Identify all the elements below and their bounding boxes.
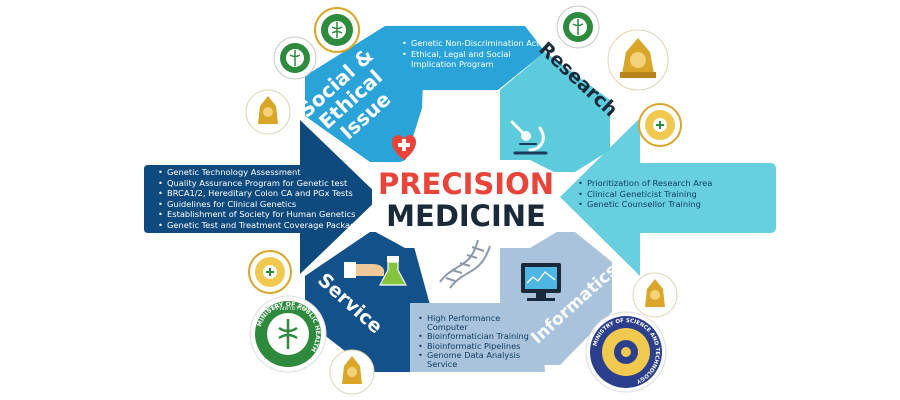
list-item: Genetic Technology Assessment [158,167,368,178]
list-item: Establishment of Society for Human Genet… [158,209,368,220]
list-item: BRCA1/2, Hereditary Colon CA and PGx Tes… [158,188,368,199]
service-list: Genetic Technology Assessment Quality As… [158,167,368,231]
ministry-public-health-logo: MINISTRY OF PUBLIC HEALTH กระทรวงสาธารณส… [249,295,327,373]
research-list: Prioritization of Research Area Clinical… [578,178,768,210]
informatics-list: High Performance Computer Bioinformatici… [418,313,538,369]
center-panel [372,160,560,248]
social-ethical-segment [305,26,425,162]
dna-icon [439,239,491,289]
list-item: Genetic Non-Discrimination Act [402,38,552,49]
microscope-icon [510,120,548,155]
center-title-medicine: MEDICINE [386,199,546,233]
list-item: Genome Data Analysis Service [418,350,538,369]
list-item: Genetic Counsellor Training [578,199,768,210]
list-item: Ethical, Legal and Social Implication Pr… [402,49,552,70]
computer-monitor-icon [521,263,561,301]
emblem-seal-icon [638,103,682,147]
list-item: High Performance Computer [418,313,538,332]
list-item: Quality Assurance Program for Genetic te… [158,178,368,189]
research-segment [500,52,610,172]
moph-thai-text: กระทรวงสาธารณสุข [261,305,315,312]
social-ethical-list: Genetic Non-Discrimination Act Ethical, … [402,38,552,70]
list-item: Bioinformatic Pipelines [418,341,538,351]
university-seal-icon [607,29,669,91]
moph-logo-icon [314,7,360,53]
lab-flask-icon [344,256,407,286]
list-item: Genetic Test and Treatment Coverage Pack… [158,220,368,231]
center-title-precision: PRECISION [378,167,554,201]
moph-logo-icon [273,36,317,80]
ministry-science-technology-logo: MINISTRY OF SCIENCE AND TECHNOLOGY [585,311,667,393]
list-item: Clinical Geneticist Training [578,189,768,200]
emblem-seal-icon [245,89,291,135]
emblem-seal-icon [632,272,678,318]
heart-icon [391,135,417,160]
service-segment [305,232,430,372]
moph-logo-icon [556,5,600,49]
emblem-seal-icon [248,250,292,294]
emblem-seal-icon [329,349,375,395]
list-item: Prioritization of Research Area [578,178,768,189]
list-item: Bioinformatician Training [418,332,538,342]
list-item: Guidelines for Clinical Genetics [158,199,368,210]
